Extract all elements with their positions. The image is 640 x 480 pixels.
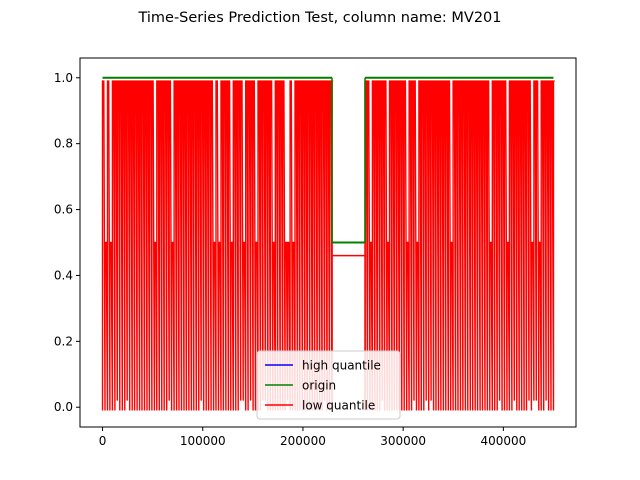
x-tick-label: 200000 (280, 434, 326, 448)
y-tick-label: 0.0 (54, 400, 73, 414)
chart-title: Time-Series Prediction Test, column name… (137, 10, 501, 26)
legend-label-1: high quantile (302, 359, 381, 373)
x-tick-label: 400000 (480, 434, 526, 448)
y-tick-label: 1.0 (54, 71, 73, 85)
x-axis: 0 100000 200000 300000 400000 (99, 427, 526, 448)
y-tick-label: 0.6 (54, 203, 73, 217)
x-tick-label: 0 (99, 434, 107, 448)
y-tick-label: 0.2 (54, 334, 73, 348)
axes-frame (79, 57, 577, 428)
x-tick-label: 100000 (180, 434, 226, 448)
legend-box (256, 350, 401, 420)
y-axis: 0.0 0.2 0.4 0.6 0.8 1.0 (54, 71, 80, 414)
y-tick-label: 0.8 (54, 137, 73, 151)
y-tick-label: 0.4 (54, 268, 73, 282)
x-tick-label: 300000 (380, 434, 426, 448)
legend: high quantile origin low quantile (256, 350, 401, 420)
legend-label-2: origin (302, 379, 336, 393)
plot-area: 0 100000 200000 300000 400000 0.00.20.40.60.… (54, 57, 577, 448)
legend-label-3: low quantile (302, 399, 375, 413)
